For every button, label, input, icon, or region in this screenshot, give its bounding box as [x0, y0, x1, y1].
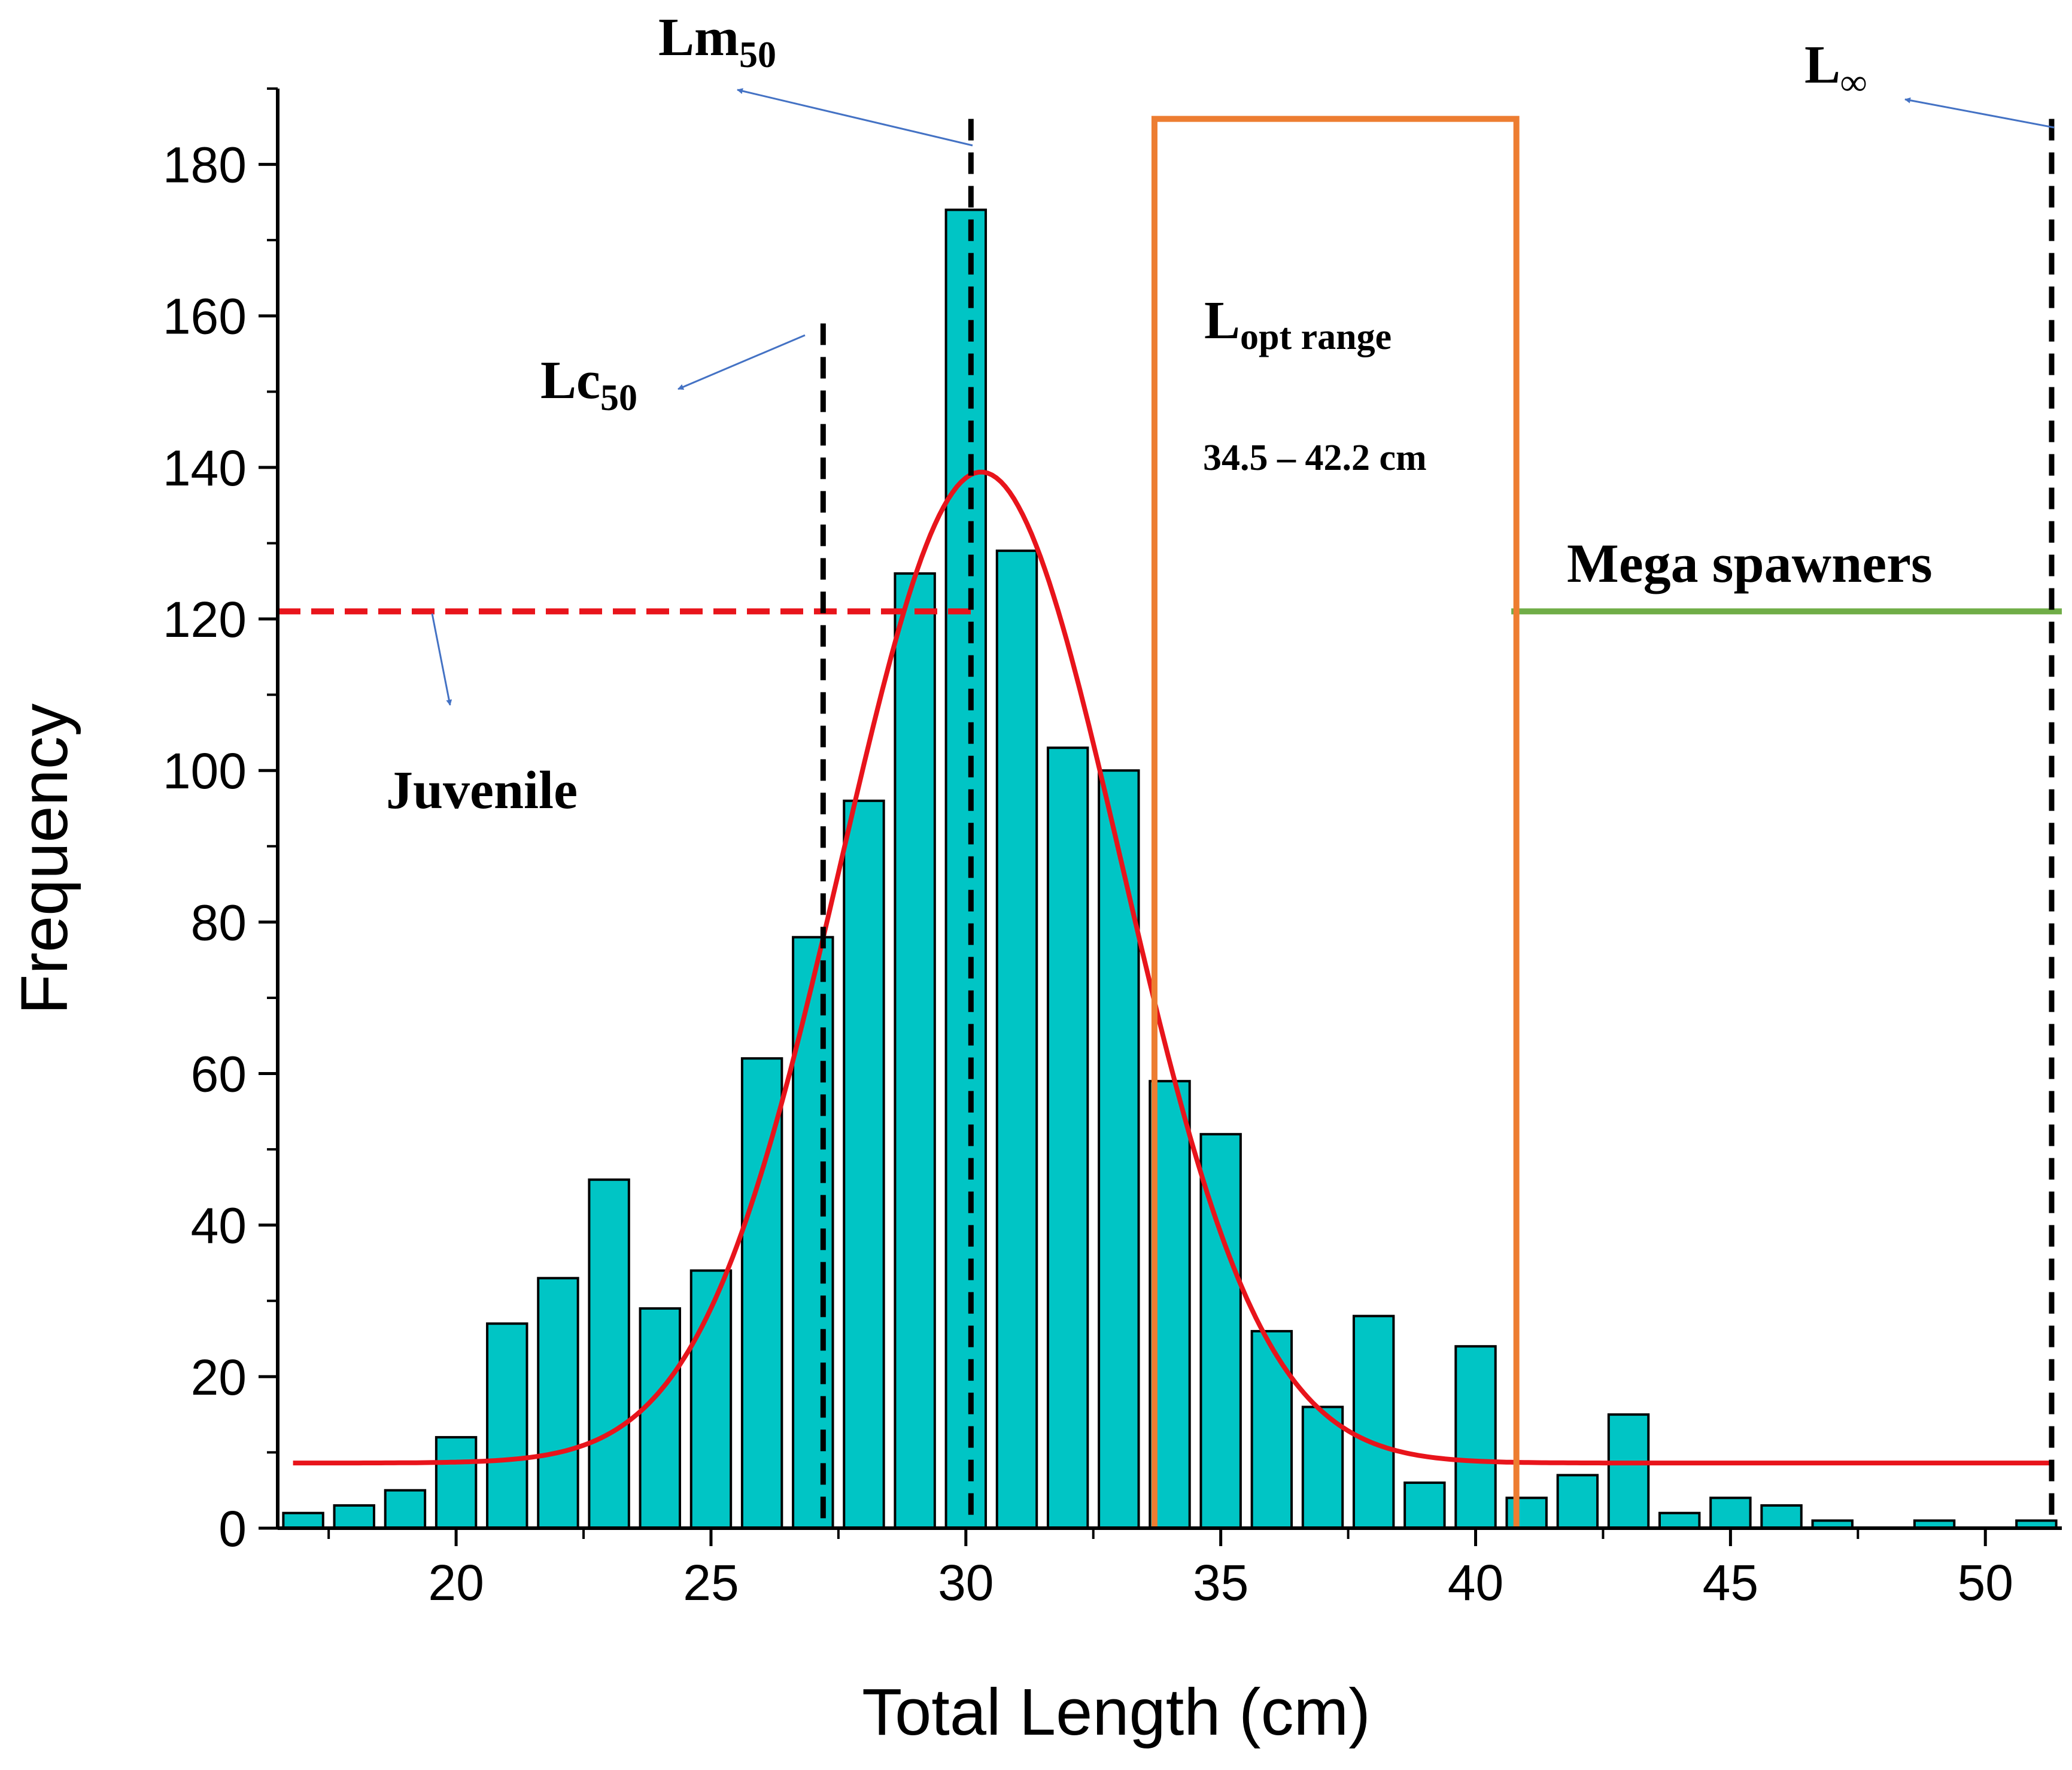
mega-spawners-label: Mega spawners — [1567, 533, 1933, 594]
y-axis-title: Frequency — [8, 703, 81, 1015]
linf-label: L∞ — [1804, 35, 1867, 103]
bar-17 — [282, 1511, 324, 1530]
bar-42 — [1556, 1474, 1599, 1530]
y-tick-label-0: 0 — [218, 1501, 247, 1557]
bar-22 — [537, 1277, 579, 1530]
axes: 20 25 30 35 40 45 50 0 20 40 60 80 100 120 140 160 180 — [163, 87, 2062, 1611]
x-tick-label-35: 35 — [1193, 1555, 1248, 1611]
bar-19 — [384, 1489, 427, 1529]
lc50-label: Lc50 — [540, 351, 637, 418]
x-tick-label-20: 20 — [428, 1555, 484, 1611]
bar-38 — [1352, 1314, 1395, 1529]
bar-41 — [1505, 1496, 1548, 1529]
juvenile-arrow — [431, 613, 452, 706]
bar-32 — [1046, 746, 1089, 1529]
bar-33 — [1098, 769, 1140, 1529]
bar-40 — [1454, 1345, 1497, 1529]
lopt-label: Lopt range — [1204, 291, 1392, 357]
lm50-arrow — [737, 88, 973, 147]
bar-46 — [1760, 1504, 1803, 1530]
bar-30 — [944, 208, 988, 1529]
bar-24 — [639, 1307, 682, 1530]
bar-21 — [486, 1322, 528, 1529]
lopt-range-text: 34.5 – 42.2 cm — [1203, 438, 1427, 478]
bar-37 — [1301, 1405, 1344, 1529]
bar-20 — [435, 1436, 478, 1529]
lopt-range-box — [1151, 116, 1520, 1528]
x-tick-label-50: 50 — [1958, 1555, 2013, 1611]
bar-23 — [588, 1178, 630, 1529]
bar-39 — [1403, 1481, 1446, 1530]
y-tick-label-20: 20 — [191, 1349, 247, 1405]
bar-28 — [843, 799, 885, 1529]
x-tick-label-30: 30 — [938, 1555, 994, 1611]
juvenile-label: Juvenile — [386, 761, 578, 820]
bar-36 — [1250, 1329, 1293, 1530]
x-tick-label-40: 40 — [1448, 1555, 1503, 1611]
y-tick-label-80: 80 — [191, 894, 247, 951]
bar-43 — [1607, 1413, 1650, 1530]
y-tick-label-60: 60 — [191, 1046, 247, 1103]
y-tick-label-40: 40 — [191, 1198, 247, 1254]
bar-31 — [995, 549, 1038, 1529]
lc50-arrow — [677, 334, 806, 390]
gaussian-fit-curve — [293, 469, 2052, 1466]
y-tick-label-100: 100 — [163, 743, 247, 799]
bar-26 — [740, 1057, 783, 1530]
linf-arrow — [1904, 97, 2055, 129]
y-tick-label-160: 160 — [163, 289, 247, 345]
y-tick-label-140: 140 — [163, 440, 247, 496]
x-axis-title: Total Length (cm) — [862, 1675, 1371, 1749]
x-tick-label-25: 25 — [683, 1555, 739, 1611]
bar-27 — [792, 936, 834, 1529]
y-tick-label-120: 120 — [163, 591, 247, 648]
y-tick-label-180: 180 — [163, 137, 247, 193]
gaussian-fit-curve-group — [293, 469, 2052, 1466]
x-tick-label-45: 45 — [1703, 1555, 1758, 1611]
bar-44 — [1658, 1511, 1701, 1530]
bar-18 — [333, 1504, 375, 1530]
bar-29 — [894, 572, 936, 1530]
reference-lines — [278, 116, 2062, 1528]
lm50-label: Lm50 — [658, 8, 776, 75]
bar-45 — [1709, 1496, 1752, 1529]
